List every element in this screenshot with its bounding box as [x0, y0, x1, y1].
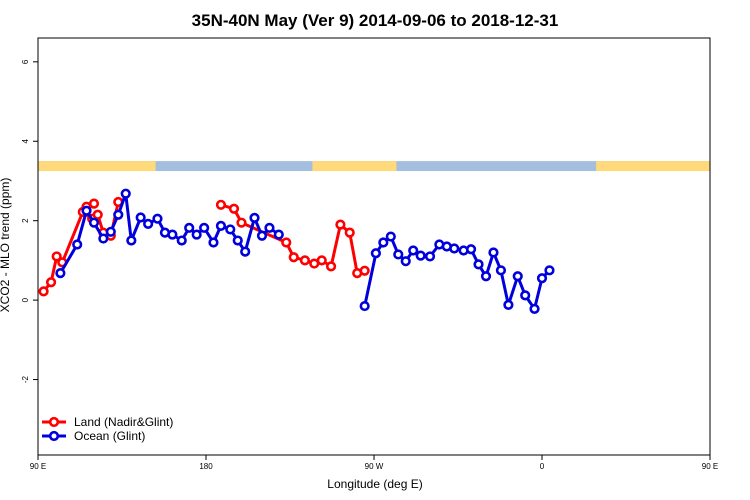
data-point-1-1-1 [370, 248, 381, 259]
x-axis: 90 E 180 90 W 0 90 E [30, 455, 718, 471]
data-point-0-0-0 [38, 286, 49, 297]
data-point-0-1-10 [344, 227, 355, 238]
data-point-1-0-23 [249, 212, 260, 224]
data-point-1-1-8 [424, 251, 436, 262]
y-axis: -2 0 2 4 6 [21, 59, 38, 383]
data-point-0-1-9 [335, 219, 346, 230]
legend: Land (Nadir&Glint)Ocean (Glint) [42, 415, 173, 443]
legend-label-0: Land (Nadir&Glint) [74, 415, 173, 429]
x-tick-label: 90 E [702, 462, 718, 471]
series-layer [38, 188, 555, 314]
data-point-1-1-0 [359, 300, 370, 312]
data-point-1-0-8 [126, 235, 137, 246]
series-land [38, 196, 370, 297]
data-point-1-1-18 [503, 299, 514, 310]
data-point-0-1-2 [236, 217, 247, 228]
data-point-0-1-3 [281, 237, 292, 248]
strip-land-0 [38, 161, 156, 172]
strip-land-2 [596, 161, 710, 172]
x-axis-label: Longitude (deg E) [327, 477, 422, 491]
y-axis-label: XCO2 - MLO trend (ppm) [0, 178, 12, 313]
data-point-1-0-24 [256, 230, 268, 241]
data-point-0-0-1 [45, 277, 57, 288]
data-point-1-0-13 [167, 229, 178, 240]
data-point-1-0-0 [55, 268, 66, 279]
data-point-1-1-6 [408, 245, 419, 256]
y-tick-label: -2 [21, 375, 30, 383]
data-point-0-1-12 [359, 265, 370, 276]
data-point-1-0-16 [191, 229, 202, 240]
data-point-1-0-14 [176, 235, 187, 246]
strip-land-1 [312, 161, 397, 172]
y-tick-label: 0 [21, 297, 30, 302]
chart-title: 35N-40N May (Ver 9) 2014-09-06 to 2018-1… [192, 11, 559, 30]
data-point-1-0-5 [105, 226, 116, 237]
x-tick-label: 0 [540, 462, 545, 471]
data-point-1-0-15 [184, 222, 195, 233]
y-tick-label: 2 [21, 218, 30, 223]
data-point-1-1-13 [465, 244, 477, 255]
plot-frame [37, 37, 711, 456]
data-point-1-1-4 [393, 249, 404, 260]
data-point-1-0-19 [215, 220, 227, 231]
data-point-1-0-1 [72, 239, 83, 250]
data-point-1-1-5 [400, 256, 411, 267]
data-point-0-1-5 [299, 255, 311, 266]
data-point-1-1-2 [378, 237, 389, 248]
data-point-1-1-11 [449, 243, 460, 254]
x-tick-label: 90 E [30, 462, 46, 471]
data-point-1-1-7 [415, 250, 426, 261]
data-point-1-0-11 [152, 213, 163, 224]
data-point-1-0-21 [232, 235, 243, 246]
data-point-1-1-20 [520, 290, 531, 301]
series-ocean [55, 188, 555, 314]
data-point-1-1-17 [495, 265, 507, 276]
x-tick-label: 90 W [365, 462, 384, 471]
data-point-0-0-2 [51, 251, 62, 262]
data-point-1-0-20 [225, 224, 236, 235]
data-point-1-0-2 [81, 205, 92, 216]
data-point-0-0-6 [92, 209, 103, 220]
data-point-1-0-26 [273, 229, 284, 240]
data-point-0-1-7 [316, 255, 327, 266]
y-tick-label: 4 [21, 138, 30, 143]
data-point-1-1-19 [512, 271, 523, 282]
data-point-1-0-10 [143, 218, 154, 229]
data-point-1-1-3 [385, 231, 396, 242]
data-point-1-0-22 [240, 246, 251, 257]
data-point-1-1-14 [473, 259, 484, 270]
data-point-1-0-18 [208, 237, 219, 248]
data-point-1-1-15 [480, 271, 492, 282]
data-point-1-0-9 [135, 212, 146, 223]
land-ocean-strip [38, 161, 710, 172]
data-point-1-1-23 [544, 265, 555, 276]
data-point-1-0-25 [264, 222, 275, 233]
data-point-0-2-1 [88, 198, 100, 209]
legend-marker-0 [48, 416, 60, 428]
data-point-1-1-21 [529, 303, 540, 314]
data-point-0-1-8 [325, 261, 337, 272]
data-point-1-0-7 [120, 188, 131, 199]
data-point-0-1-0 [215, 199, 227, 210]
data-point-0-1-1 [228, 203, 240, 214]
legend-marker-1 [48, 430, 60, 442]
data-point-1-0-6 [113, 209, 124, 220]
data-point-1-0-3 [88, 217, 100, 228]
data-point-1-0-4 [98, 233, 109, 244]
data-point-0-1-4 [288, 252, 299, 263]
legend-label-1: Ocean (Glint) [74, 429, 145, 443]
data-point-1-1-16 [488, 247, 499, 258]
data-point-1-0-17 [199, 222, 210, 233]
y-tick-label: 6 [21, 59, 30, 64]
x-tick-label: 180 [199, 462, 213, 471]
data-point-1-1-22 [536, 273, 548, 284]
